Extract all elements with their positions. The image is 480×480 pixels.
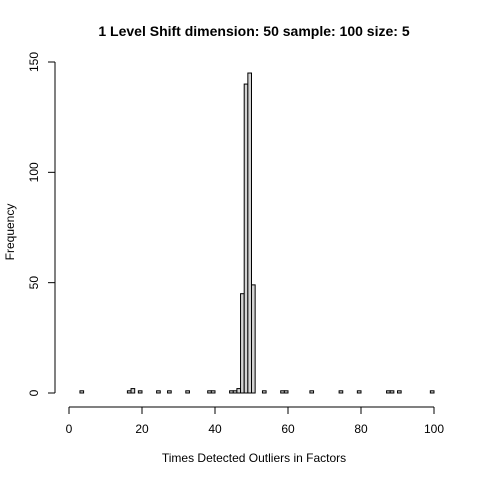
histogram-bar	[167, 390, 172, 394]
histogram-bar	[280, 390, 285, 394]
histogram-bar	[283, 390, 289, 394]
x-tick-label: 60	[281, 422, 295, 436]
histogram-bar	[389, 390, 395, 394]
histogram-bar	[210, 390, 216, 394]
histogram-bar	[338, 390, 344, 394]
histogram-bar	[229, 390, 234, 394]
histogram-bar	[309, 390, 315, 394]
histogram-bar	[185, 390, 190, 394]
histogram-bar	[156, 390, 161, 394]
histogram-bar	[247, 72, 253, 394]
histogram-bar	[261, 390, 267, 394]
x-tick-label: 100	[424, 422, 444, 436]
histogram-bar	[397, 390, 402, 394]
histogram-bar	[251, 284, 256, 394]
y-tick-label: 150	[27, 52, 41, 72]
x-tick-label: 0	[66, 422, 73, 436]
x-tick-label: 20	[135, 422, 149, 436]
histogram-bar	[137, 390, 143, 394]
histogram-bar	[356, 390, 362, 394]
y-axis: 0 50 100 150	[27, 52, 56, 396]
x-axis: 0 20 40 60 80 100	[66, 406, 444, 436]
histogram-bar	[232, 390, 238, 394]
histogram-bar	[236, 388, 242, 394]
histogram-bar	[240, 293, 245, 394]
histogram-bar	[243, 83, 249, 394]
y-tick-label: 50	[27, 276, 41, 290]
y-axis-label: Frequency	[3, 204, 17, 261]
bars-group	[79, 72, 435, 394]
histogram-bar	[126, 390, 132, 394]
histogram-bar	[130, 388, 136, 394]
histogram-bar	[207, 390, 212, 394]
x-tick-label: 80	[354, 422, 368, 436]
histogram-bar	[429, 390, 435, 394]
x-axis-label: Times Detected Outliers in Factors	[162, 451, 346, 465]
x-tick-label: 40	[208, 422, 222, 436]
y-tick-label: 0	[27, 389, 41, 396]
histogram-bar	[79, 390, 85, 394]
chart-title: 1 Level Shift dimension: 50 sample: 100 …	[98, 23, 409, 39]
y-tick-label: 100	[27, 162, 41, 182]
histogram-bar	[386, 390, 391, 394]
